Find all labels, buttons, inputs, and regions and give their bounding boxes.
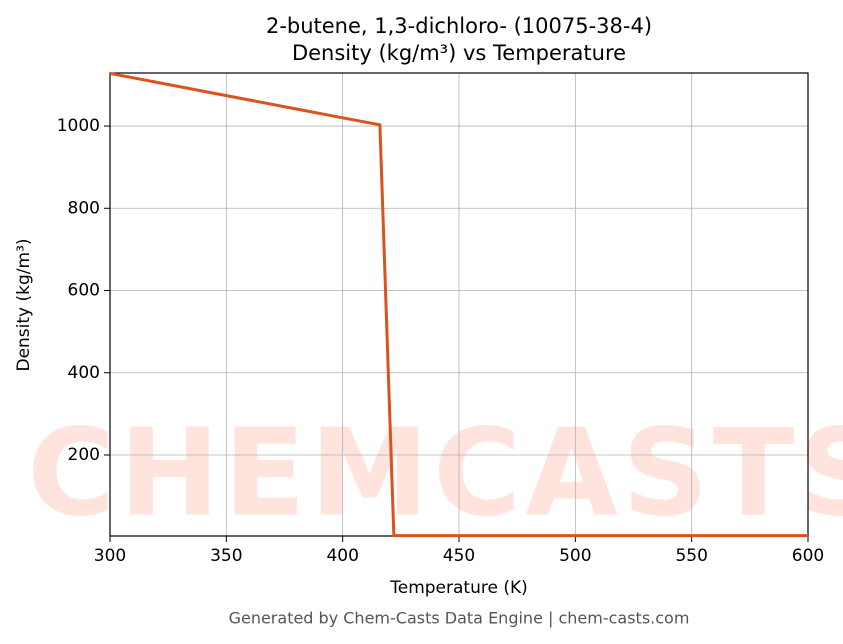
x-tick-label: 300	[94, 546, 126, 566]
chart-title: 2-butene, 1,3-dichloro- (10075-38-4)	[266, 14, 652, 38]
x-tick-label: 550	[675, 546, 707, 566]
y-tick-label: 400	[68, 363, 100, 383]
y-tick-label: 1000	[57, 116, 100, 136]
y-tick-label: 200	[68, 445, 100, 465]
x-axis-label: Temperature (K)	[389, 578, 528, 598]
x-tick-label: 500	[559, 546, 591, 566]
x-tick-label: 400	[326, 546, 358, 566]
y-tick-label: 800	[68, 198, 100, 218]
x-tick-label: 600	[792, 546, 824, 566]
x-tick-label: 450	[443, 546, 475, 566]
footer: Generated by Chem-Casts Data Engine | ch…	[229, 609, 690, 628]
data-line	[109, 71, 808, 538]
watermark: CHEMCASTS	[27, 405, 843, 544]
x-tick-label: 350	[210, 546, 242, 566]
y-tick-label: 600	[68, 281, 100, 301]
y-axis-label: Density (kg/m³)	[14, 238, 34, 371]
chart-subtitle: Density (kg/m³) vs Temperature	[292, 41, 626, 65]
